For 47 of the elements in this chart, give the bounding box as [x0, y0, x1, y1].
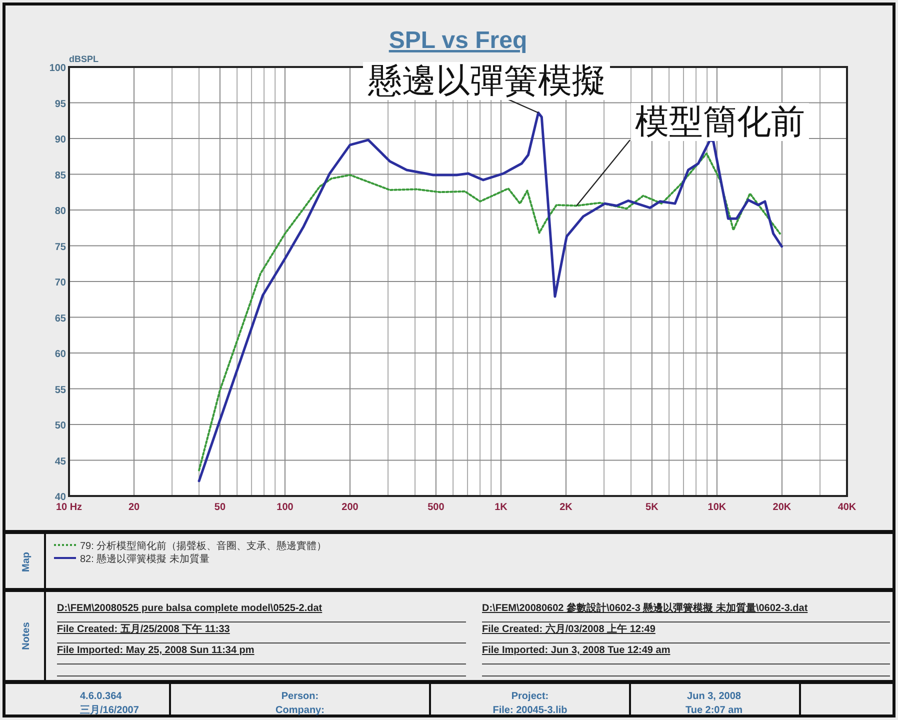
y-tick-label: 60: [54, 349, 66, 360]
text: File Created: 五月/25/2008 下午 11:33: [57, 623, 230, 635]
text: File Created: 六月/03/2008 上午 12:49: [482, 623, 656, 635]
x-tick-label: 10K: [708, 502, 727, 513]
x-tick-label: 50: [214, 502, 226, 513]
text: 三月/16/2007: [80, 705, 140, 716]
legend-label: 79: 分析模型簡化前（揚聲板、音圈、支承、懸邊實體）: [80, 540, 327, 552]
annotation: 懸邊以彈簧模擬: [367, 62, 606, 100]
text: Project:: [511, 691, 549, 702]
x-tick-label: 500: [428, 502, 445, 513]
text: File: 20045-3.lib: [492, 705, 568, 716]
y-tick-label: 50: [54, 420, 66, 432]
y-tick-label: 95: [54, 98, 66, 110]
y-tick-label: 85: [54, 170, 66, 182]
y-tick-label: 90: [54, 134, 66, 146]
y-tick-label: 65: [54, 313, 66, 324]
x-tick-label: 5K: [646, 502, 660, 513]
x-tick-label: 20K: [772, 502, 792, 513]
text: Notes: [21, 622, 32, 650]
text: File Imported: Jun 3, 2008 Tue 12:49 am: [482, 645, 670, 656]
y-tick-label: 100: [49, 63, 66, 74]
y-tick-label: 75: [54, 242, 66, 253]
text: D:\FEM\20080602 參數設計\0602-3 懸邊以彈簧模擬 未加質量\0602-3.dat: [482, 602, 808, 614]
chart-title: SPL vs Freq: [388, 27, 528, 54]
x-tick-label: 1K: [494, 502, 508, 513]
text: Map: [21, 552, 32, 572]
y-tick-label: 55: [54, 384, 66, 396]
x-tick-label: 2K: [560, 502, 574, 513]
y-tick-label: 45: [54, 456, 66, 468]
y-tick-label: 40: [54, 492, 66, 503]
text: Tue 2:07 am: [685, 705, 743, 716]
text: 4.6.0.364: [80, 691, 122, 702]
text: Company:: [276, 705, 324, 716]
x-tick-label: 40K: [838, 502, 857, 513]
text: D:\FEM\20080525 pure balsa complete model\0525-2.dat: [57, 603, 323, 614]
text: Person:: [281, 691, 319, 702]
x-tick-label: 200: [342, 502, 359, 513]
text: File Imported: May 25, 2008 Sun 11:34 pm: [57, 645, 254, 656]
y-axis-title: dBSPL: [69, 54, 100, 64]
y-tick-label: 70: [54, 278, 66, 288]
x-tick-label: 20: [128, 502, 140, 513]
x-tick-label: 100: [276, 502, 294, 513]
y-tick-label: 80: [54, 206, 66, 217]
annotation: 模型簡化前: [635, 103, 805, 141]
legend-label: 82: 懸邊以彈簧模擬 未加質量: [80, 553, 210, 565]
x-tick-label: 10 Hz: [56, 502, 82, 513]
text: Jun 3, 2008: [687, 691, 742, 702]
